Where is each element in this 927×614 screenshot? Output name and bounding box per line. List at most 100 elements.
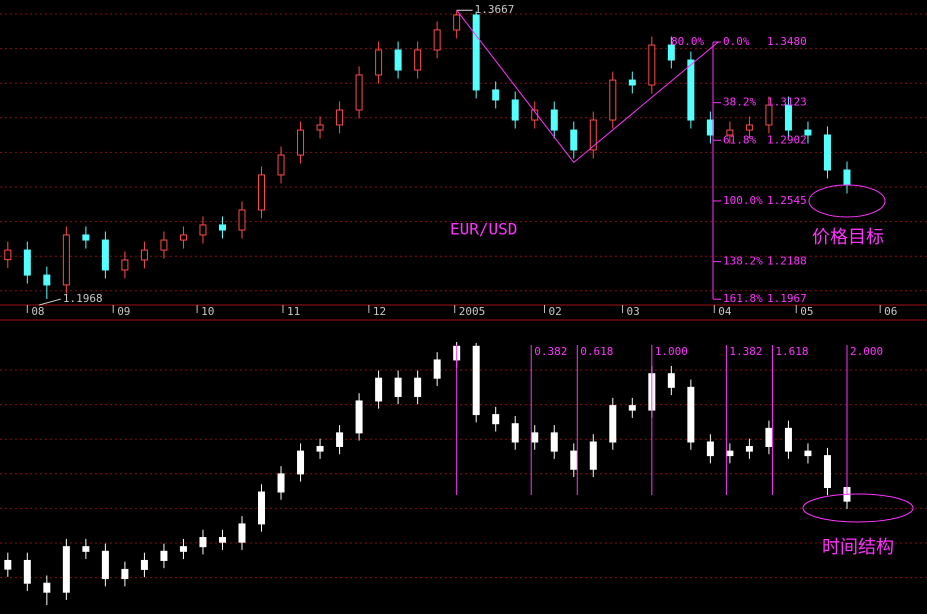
candle-body — [823, 134, 831, 171]
candle-body — [179, 546, 187, 552]
fib-ratio: 161.8% — [723, 292, 763, 305]
candle-body — [589, 441, 597, 470]
candle-body — [648, 44, 656, 86]
candle-body — [784, 427, 792, 452]
x-tick-label: 03 — [627, 305, 640, 318]
candle-body — [179, 234, 187, 241]
candle-body — [199, 224, 207, 236]
time-ratio-label: 0.382 — [534, 345, 567, 358]
fib-price: 1.2902 — [767, 133, 807, 146]
candle-body — [160, 550, 168, 561]
candle-body — [609, 79, 617, 121]
fib-price: 1.3480 — [767, 35, 807, 48]
candle-body — [667, 44, 675, 61]
x-tick-label: 2005 — [459, 305, 486, 318]
candle-body — [297, 450, 305, 475]
candle-body — [745, 445, 753, 452]
candle-body — [43, 274, 51, 286]
fib-price: 1.2545 — [767, 194, 807, 207]
candle-body — [570, 129, 578, 151]
candle-body — [394, 377, 402, 397]
candle-body — [101, 239, 109, 271]
candle-body — [258, 174, 266, 211]
candle-body — [23, 559, 31, 584]
candle-body — [414, 377, 422, 397]
candle-body — [804, 450, 812, 457]
candle-body — [628, 79, 636, 86]
candle-body — [453, 14, 461, 31]
fib-ratio: 0.0% — [723, 35, 750, 48]
candle-body — [218, 537, 226, 543]
candle-body — [667, 373, 675, 388]
candle-body — [355, 400, 363, 434]
candle-body — [82, 234, 90, 241]
candle-body — [375, 377, 383, 402]
candle-body — [570, 450, 578, 470]
candle-body — [336, 109, 344, 126]
x-tick-label: 02 — [548, 305, 561, 318]
low-label: 1.1968 — [63, 292, 103, 305]
candle-body — [433, 29, 441, 51]
candle-body — [121, 259, 129, 271]
zigzag — [456, 9, 719, 164]
x-tick-label: 11 — [287, 305, 300, 318]
candle-body — [375, 49, 383, 76]
candle-body — [297, 129, 305, 156]
candle-body — [804, 129, 812, 136]
candle-body — [433, 359, 441, 379]
candle-body — [745, 124, 753, 131]
x-tick-label: 05 — [800, 305, 813, 318]
candle-body — [550, 109, 558, 131]
x-tick-label: 08 — [31, 305, 44, 318]
candle-body — [238, 523, 246, 543]
candle-body — [609, 405, 617, 443]
low-leader — [38, 298, 61, 306]
candle-body — [160, 239, 168, 251]
candle-body — [238, 209, 246, 231]
candle-body — [472, 345, 480, 416]
fib-extra-label: 80.0% — [671, 35, 704, 48]
candle-body — [23, 249, 31, 276]
candle-body — [765, 427, 773, 447]
candle-body — [726, 129, 734, 136]
candle-body — [101, 550, 109, 580]
fib-ratio: 38.2% — [723, 96, 756, 109]
time-ratio-label: 0.618 — [580, 345, 613, 358]
candle-body — [140, 559, 148, 570]
candle-body — [316, 445, 324, 452]
candle-body — [355, 74, 363, 111]
x-tick-label: 06 — [884, 305, 897, 318]
candle-body — [62, 234, 70, 286]
x-tick-label: 10 — [201, 305, 214, 318]
candle-body — [492, 414, 500, 425]
candle-body — [687, 386, 695, 443]
candle-body — [394, 49, 402, 71]
candle-body — [62, 546, 70, 593]
time-ratio-label: 1.382 — [729, 345, 762, 358]
candle-body — [531, 432, 539, 443]
x-tick-label: 04 — [718, 305, 732, 318]
target-ellipse — [808, 184, 886, 218]
candle-body — [4, 249, 12, 261]
candle-body — [726, 450, 734, 457]
candle-body — [511, 423, 519, 443]
fib-price: 1.3123 — [767, 96, 807, 109]
x-tick-label: 09 — [117, 305, 130, 318]
candle-body — [218, 224, 226, 231]
candle-body — [706, 441, 714, 457]
chart-title: EUR/USD — [450, 220, 517, 239]
fib-price: 1.1967 — [767, 292, 807, 305]
candle-body — [277, 473, 285, 493]
fib-ratio: 100.0% — [723, 194, 763, 207]
candle-body — [765, 104, 773, 126]
candle-body — [277, 154, 285, 176]
price-target-label: 价格目标 — [812, 227, 884, 248]
candle-body — [784, 104, 792, 131]
time-ratio-label: 1.618 — [775, 345, 808, 358]
fib-price: 1.2188 — [767, 255, 807, 268]
candle-body — [823, 455, 831, 489]
candle-body — [258, 491, 266, 525]
